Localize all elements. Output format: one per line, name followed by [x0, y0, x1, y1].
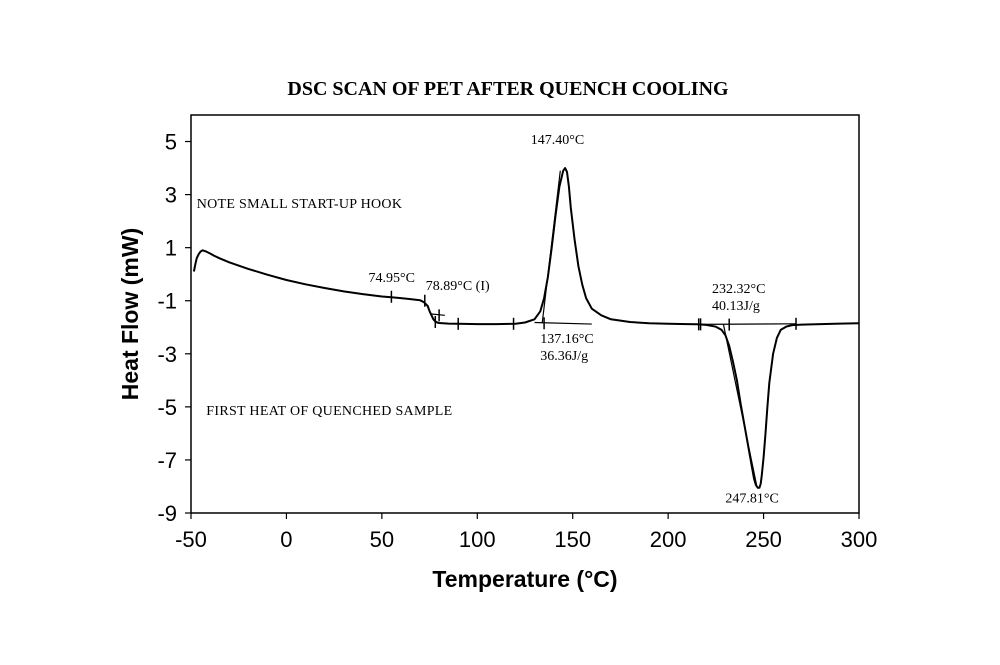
series-group — [192, 167, 860, 489]
y-tick-label: -1 — [157, 289, 177, 314]
tangent-line — [541, 170, 561, 324]
tangent-line — [722, 324, 758, 487]
y-axis-label: Heat Flow (mW) — [117, 228, 143, 401]
note-group: NOTE SMALL START-UP HOOK FIRST HEAT OF QU… — [197, 197, 452, 419]
y-tick-label: 5 — [165, 130, 177, 155]
baseline-line — [431, 313, 445, 316]
peak-annotation: 137.16°C — [540, 332, 593, 347]
peak-annotation: 40.13J/g — [712, 299, 760, 314]
chart-title: DSC SCAN OF PET AFTER QUENCH COOLING — [287, 78, 729, 100]
x-tick-label: 200 — [650, 527, 687, 552]
y-tick-label: 3 — [165, 183, 177, 208]
y-tick-label: -7 — [157, 448, 177, 473]
x-tick-label: -50 — [175, 527, 207, 552]
y-tick-label: -9 — [157, 501, 177, 526]
baseline-group — [431, 170, 797, 487]
y-tick-label: -3 — [157, 342, 177, 367]
peak-annotation: 232.32°C — [712, 282, 765, 297]
peak-annotation: 78.89°C (I) — [426, 279, 490, 294]
y-axis-ticks: -9 -7 -5 -3 -1 1 3 5 — [157, 130, 191, 526]
heat-flow-series-line — [192, 167, 860, 489]
chart-note: FIRST HEAT OF QUENCHED SAMPLE — [206, 404, 452, 419]
x-tick-label: 0 — [280, 527, 292, 552]
x-tick-label: 300 — [841, 527, 878, 552]
y-tick-label: -5 — [157, 395, 177, 420]
baseline-line — [698, 323, 797, 325]
x-tick-label: 50 — [370, 527, 394, 552]
x-axis-label: Temperature (°C) — [432, 566, 617, 592]
peak-annotation: 147.40°C — [531, 133, 584, 148]
peak-annotation: 36.36J/g — [540, 349, 588, 364]
x-axis-ticks: -50 0 50 100 150 200 250 300 — [175, 513, 877, 552]
y-tick-label: 1 — [165, 236, 177, 261]
x-tick-label: 250 — [745, 527, 782, 552]
chart-note: NOTE SMALL START-UP HOOK — [197, 197, 403, 212]
plot-frame — [190, 114, 860, 514]
baseline-line — [534, 321, 592, 325]
peak-annotation: 247.81°C — [725, 491, 778, 506]
peak-annotation: 74.95°C — [368, 271, 414, 286]
x-tick-label: 100 — [459, 527, 496, 552]
x-tick-label: 150 — [554, 527, 591, 552]
annotation-group: 147.40°C 74.95°C 78.89°C (I) 137.16°C 36.36J… — [368, 133, 778, 506]
tick-mark-group — [390, 290, 797, 331]
